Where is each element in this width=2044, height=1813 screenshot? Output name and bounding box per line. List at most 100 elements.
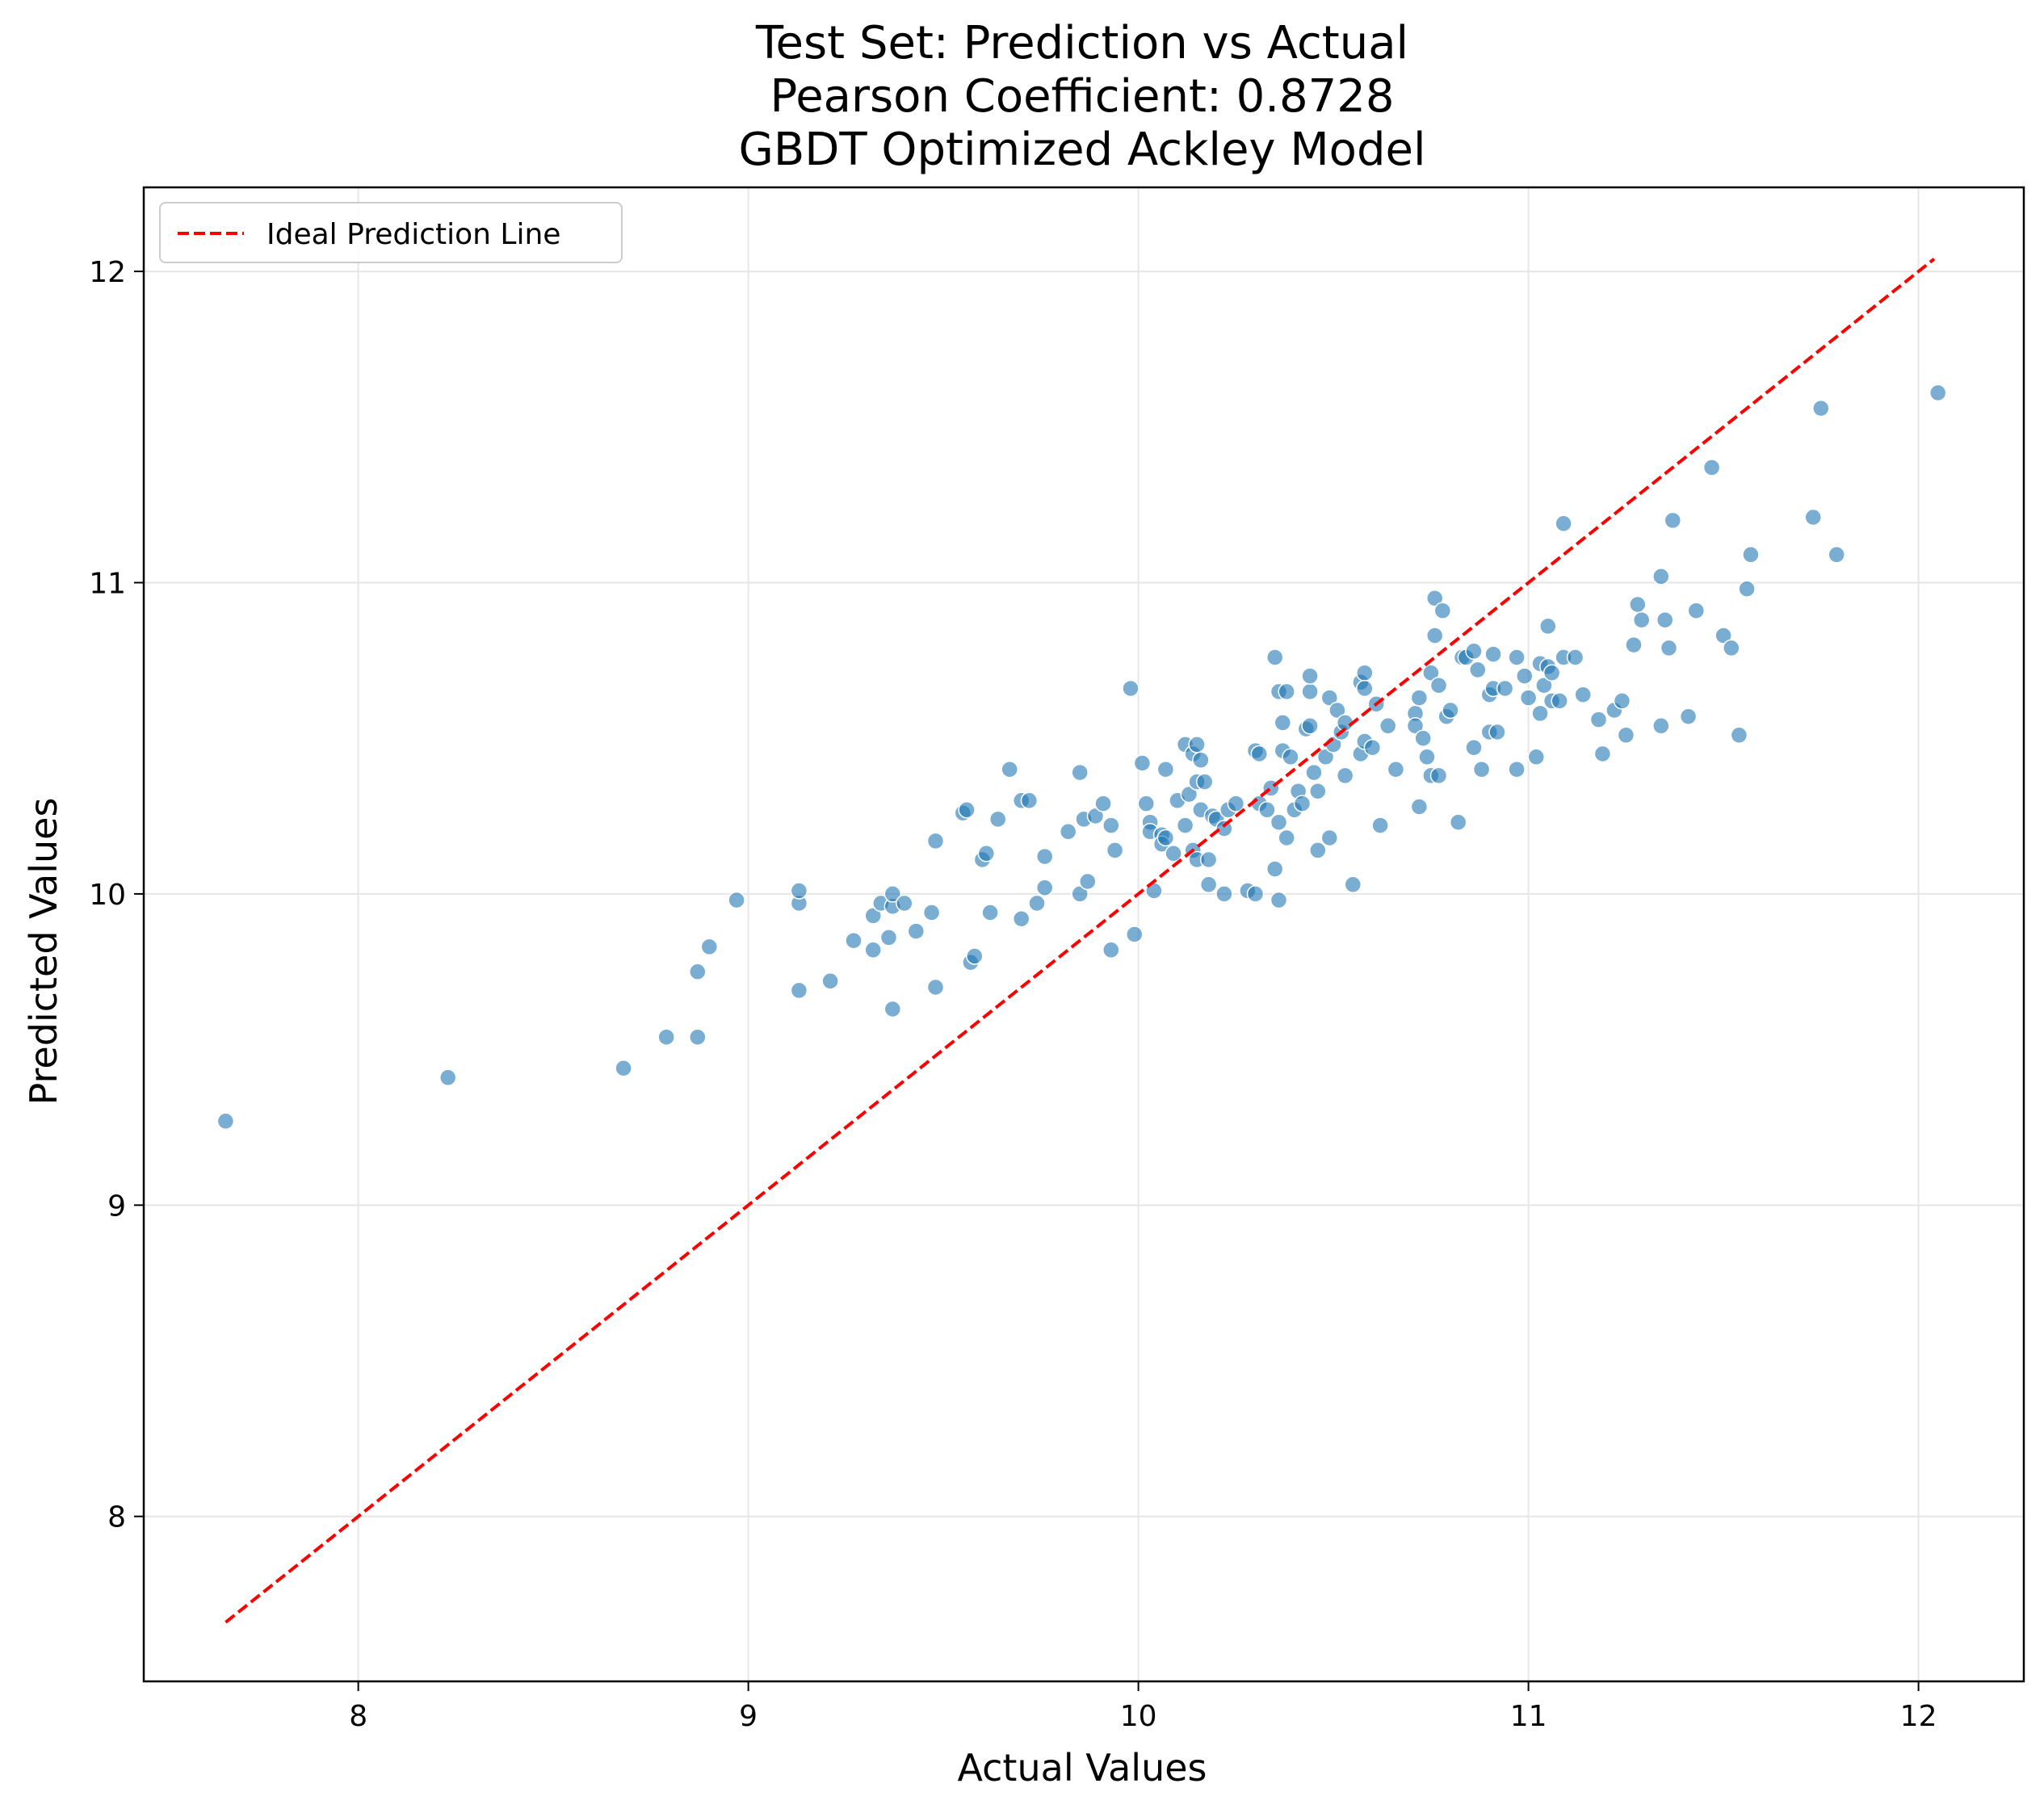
scatter-point bbox=[1465, 642, 1483, 661]
plot-area-frame bbox=[142, 186, 2025, 1683]
scatter-point bbox=[922, 904, 941, 921]
scatter-point bbox=[1652, 717, 1670, 735]
scatter-point bbox=[1258, 801, 1276, 819]
y-tick-label: 9 bbox=[107, 1190, 126, 1223]
ideal-line-layer bbox=[225, 258, 1936, 1624]
scatter-point bbox=[1656, 611, 1674, 629]
scatter-point bbox=[1301, 682, 1319, 701]
scatter-point bbox=[1589, 711, 1608, 728]
scatter-point bbox=[1488, 723, 1506, 741]
scatter-point bbox=[1804, 508, 1822, 527]
scatter-point bbox=[1617, 726, 1635, 745]
scatter-point bbox=[1156, 829, 1175, 847]
scatter-point bbox=[926, 832, 945, 850]
scatter-point bbox=[1301, 667, 1319, 685]
legend-label-ideal-line: Ideal Prediction Line bbox=[267, 218, 560, 251]
scatter-point bbox=[1508, 648, 1526, 666]
scatter-point bbox=[1270, 891, 1288, 909]
scatter-point bbox=[1679, 707, 1698, 725]
scatter-point bbox=[728, 891, 745, 909]
scatter-point bbox=[1305, 763, 1323, 782]
x-tick-label: 11 bbox=[1510, 1700, 1547, 1733]
chart-title-line-1: Test Set: Prediction vs Actual bbox=[755, 17, 1408, 69]
scatter-point bbox=[1180, 785, 1198, 804]
scatter-point bbox=[1687, 602, 1706, 619]
scatter-point bbox=[1122, 679, 1140, 698]
scatter-point bbox=[1282, 748, 1299, 766]
scatter-point bbox=[1429, 766, 1448, 785]
scatter-point bbox=[977, 845, 996, 862]
scatter-point bbox=[689, 963, 707, 981]
scatter-point bbox=[1106, 841, 1124, 859]
data-points bbox=[216, 384, 1947, 1131]
scatter-point bbox=[1102, 941, 1120, 959]
scatter-point bbox=[1410, 689, 1429, 707]
scatter-point bbox=[1079, 872, 1097, 891]
scatter-point bbox=[1133, 754, 1152, 772]
scatter-point bbox=[1429, 676, 1448, 695]
scatter-point bbox=[1274, 714, 1292, 732]
scatter-point bbox=[657, 1028, 675, 1046]
scatter-point bbox=[216, 1112, 235, 1131]
scatter-point bbox=[1137, 795, 1156, 812]
scatter-point bbox=[883, 1000, 902, 1018]
scatter-point bbox=[1929, 384, 1947, 402]
scatter-point bbox=[790, 882, 808, 900]
scatter-point bbox=[615, 1059, 632, 1077]
scatter-point bbox=[1516, 667, 1534, 685]
scatter-point bbox=[1102, 816, 1120, 834]
scatter-point bbox=[1270, 813, 1288, 831]
scatter-point bbox=[1379, 717, 1397, 735]
scatter-point bbox=[879, 929, 898, 946]
chart-title-line-3: GBDT Optimized Ackley Model bbox=[738, 124, 1425, 176]
scatter-point bbox=[1527, 748, 1546, 766]
scatter-point bbox=[1484, 645, 1502, 663]
scatter-point bbox=[1035, 847, 1054, 866]
scatter-point bbox=[1278, 829, 1295, 847]
scatter-point bbox=[1664, 511, 1682, 530]
scatter-point bbox=[1531, 704, 1549, 723]
scatter-point bbox=[1566, 648, 1584, 666]
scatter-point bbox=[907, 922, 925, 940]
x-axis-label: Actual Values bbox=[957, 1746, 1207, 1790]
scatter-point bbox=[1301, 717, 1319, 735]
y-tick-label: 10 bbox=[89, 879, 126, 912]
scatter-point bbox=[1250, 745, 1269, 763]
scatter-point bbox=[1215, 885, 1233, 903]
scatter-point bbox=[1496, 679, 1514, 698]
scatter-point bbox=[1086, 807, 1105, 825]
scatter-point bbox=[1535, 676, 1553, 695]
scatter-point bbox=[1414, 729, 1432, 747]
scatter-point bbox=[1278, 682, 1295, 701]
y-axis-ticks: 8 9 10 11 12 bbox=[89, 256, 144, 1534]
y-tick-label: 12 bbox=[89, 256, 126, 289]
x-tick-label: 8 bbox=[349, 1700, 367, 1733]
scatter-point bbox=[966, 947, 984, 965]
scatter-point bbox=[1425, 590, 1444, 607]
scatter-point bbox=[864, 907, 882, 925]
scatter-point bbox=[1246, 885, 1265, 903]
scatter-point bbox=[1433, 602, 1452, 619]
scatter-point bbox=[1660, 639, 1678, 657]
scatter-point bbox=[1629, 595, 1647, 614]
scatter-point bbox=[1165, 845, 1182, 862]
scatter-point bbox=[1387, 760, 1405, 778]
scatter-point bbox=[1126, 925, 1144, 943]
scatter-point bbox=[926, 978, 945, 997]
scatter-point bbox=[1071, 763, 1089, 782]
scatter-point bbox=[1715, 627, 1732, 644]
scatter-point bbox=[1227, 795, 1245, 812]
x-tick-label: 9 bbox=[739, 1700, 758, 1733]
scatter-point bbox=[1442, 701, 1459, 720]
ideal-prediction-line bbox=[225, 258, 1936, 1624]
scatter-point bbox=[1001, 760, 1018, 778]
scatter-point bbox=[1028, 894, 1046, 913]
scatter-point bbox=[1555, 514, 1572, 533]
scatter-point bbox=[1702, 459, 1721, 476]
scatter-point bbox=[1425, 627, 1444, 644]
scatter-point bbox=[1730, 726, 1748, 745]
scatter-point bbox=[1812, 399, 1830, 418]
scatter-point bbox=[883, 885, 902, 903]
scatter-point bbox=[1336, 766, 1354, 785]
